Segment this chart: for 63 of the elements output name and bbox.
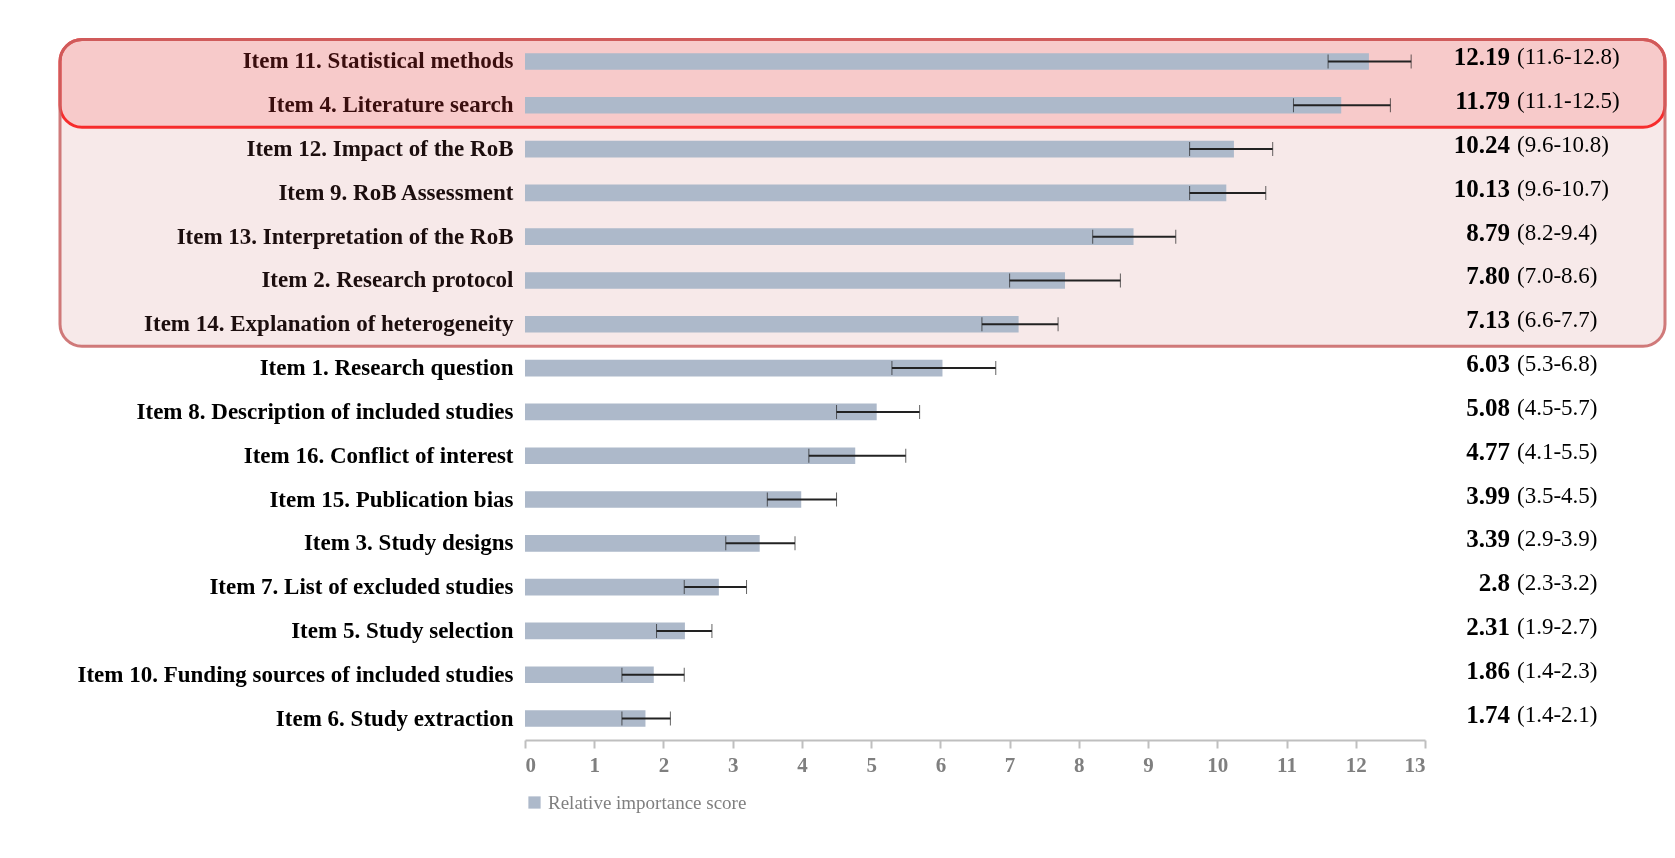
text: 11.79 (11.1-12.5) (1455, 87, 1620, 115)
y-tick-label: Item 1. Research question (259, 355, 514, 381)
text: 2.8 (2.3-3.2) (1478, 569, 1598, 597)
y-tick-label: Item 14. Explanation of heterogeneity (144, 311, 514, 337)
bar (525, 272, 1065, 289)
x-tick-label: 9 (1143, 752, 1154, 777)
bar (525, 710, 646, 727)
bar (525, 447, 856, 465)
bar (525, 53, 1369, 70)
text: 5.08 (4.5-5.7) (1466, 393, 1598, 421)
x-tick-label: 0 (525, 752, 536, 777)
text: 4.77 (4.1-5.5) (1466, 437, 1598, 465)
bar (525, 359, 943, 377)
y-tick-label: Item 15. Publication bias (269, 486, 514, 512)
y-tick-label: Item 3. Study designs (303, 530, 514, 556)
text: 6.03 (5.3-6.8) (1466, 350, 1598, 378)
y-tick-label: Item 13. Interpretation of the RoB (176, 223, 514, 249)
x-tick-label: 13 (1404, 752, 1426, 777)
bar (525, 666, 654, 684)
bar (525, 96, 1342, 114)
x-tick-label: 7 (1004, 752, 1016, 777)
y-tick-label: Item 6. Study extraction (275, 705, 514, 731)
x-tick-label: 10 (1207, 752, 1229, 777)
text: 3.39 (2.9-3.9) (1466, 525, 1598, 553)
y-tick-label: Item 8. Description of included studies (136, 398, 514, 424)
text: 7.80 (7.0-8.6) (1466, 262, 1598, 290)
x-tick-label: 8 (1074, 752, 1085, 777)
y-tick-label: Item 11. Statistical methods (242, 48, 514, 74)
bar (525, 184, 1227, 202)
bar (525, 403, 877, 421)
text: 10.24 (9.6-10.8) (1453, 131, 1609, 159)
x-tick-label: 5 (866, 752, 877, 777)
bar (525, 534, 760, 552)
text: 12.19 (11.6-12.8) (1453, 43, 1620, 71)
y-tick-label: Item 7. List of excluded studies (209, 574, 514, 600)
bar (525, 622, 685, 640)
text: 10.13 (9.6-10.7) (1453, 174, 1609, 202)
y-tick-label: Item 12. Impact of the RoB (246, 136, 514, 162)
x-tick-label: 3 (727, 752, 739, 777)
text: 1.86 (1.4-2.3) (1466, 656, 1598, 684)
text: 1.74 (1.4-2.1) (1466, 700, 1598, 728)
x-tick-label: 1 (589, 752, 600, 777)
bar (525, 315, 1019, 333)
legend-label: Relative importance score (548, 791, 747, 813)
text: 3.99 (3.5-4.5) (1466, 481, 1598, 509)
text: 2.31 (1.9-2.7) (1466, 612, 1598, 640)
x-tick-label: 6 (935, 752, 947, 777)
x-tick-label: 11 (1277, 752, 1297, 777)
x-tick-label: 4 (797, 752, 809, 777)
y-tick-label: Item 4. Literature search (267, 92, 514, 118)
x-tick-label: 12 (1345, 752, 1367, 777)
y-tick-label: Item 5. Study selection (291, 617, 514, 643)
y-tick-label: Item 16. Conflict of interest (243, 442, 514, 468)
bar (525, 491, 802, 508)
x-tick-label: 2 (658, 752, 670, 777)
bar (525, 578, 719, 596)
text: 8.79 (8.2-9.4) (1466, 218, 1598, 246)
y-tick-label: Item 9. RoB Assessment (278, 179, 514, 205)
text: 7.13 (6.6-7.7) (1466, 306, 1598, 334)
y-tick-label: Item 2. Research protocol (261, 267, 514, 293)
bar (525, 140, 1234, 158)
y-tick-label: Item 10. Funding sources of included studies (77, 661, 514, 687)
bar (525, 228, 1134, 246)
